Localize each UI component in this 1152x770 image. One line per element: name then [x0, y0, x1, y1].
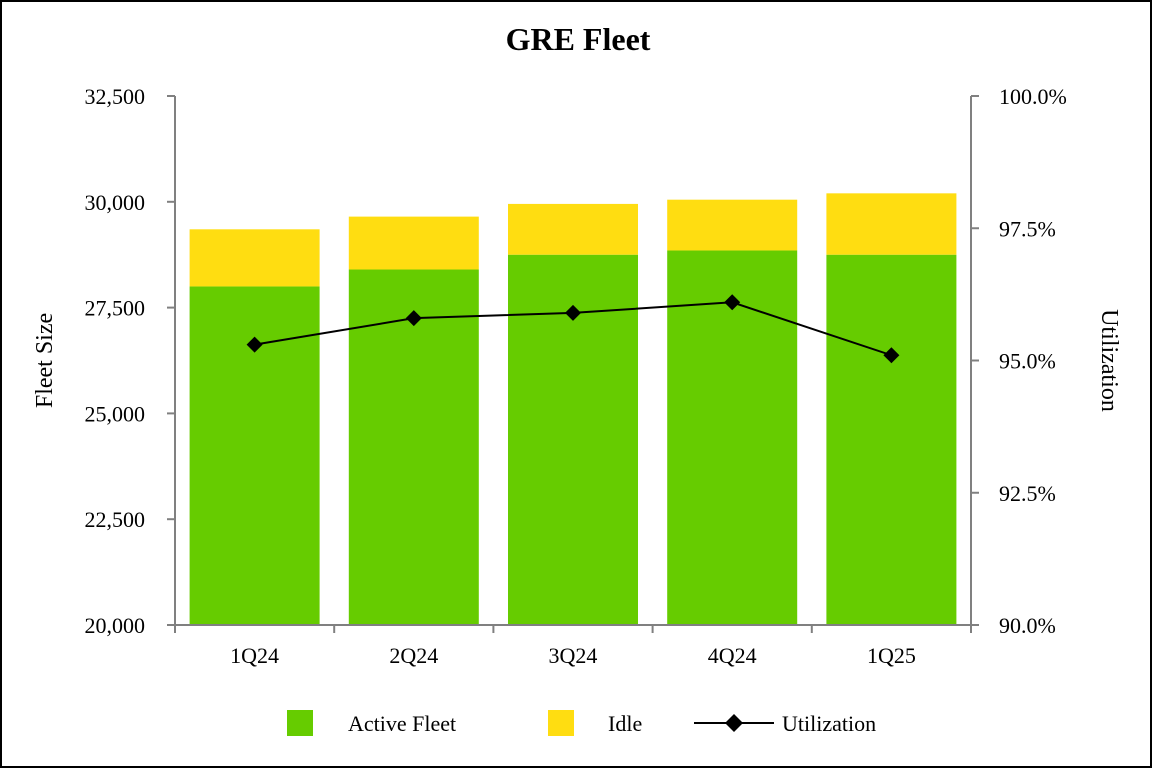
y-right-tick-label: 95.0%	[999, 349, 1056, 374]
bar-active-fleet-2q24	[348, 269, 479, 625]
x-tick-label: 4Q24	[708, 643, 757, 668]
legend-swatch-idle	[548, 710, 574, 736]
legend-label-utilization: Utilization	[782, 711, 876, 736]
y-left-tick-label: 27,500	[85, 296, 146, 321]
utilization-point-4q24	[724, 294, 741, 311]
y-right-tick-label: 90.0%	[999, 613, 1056, 638]
y-right-tick-label: 100.0%	[999, 84, 1067, 109]
bar-idle-1q25	[826, 193, 957, 255]
y-left-tick-label: 30,000	[85, 190, 146, 215]
y-right-tick-label: 92.5%	[999, 481, 1056, 506]
x-tick-label: 1Q24	[230, 643, 279, 668]
chart-title: GRE Fleet	[506, 21, 651, 57]
bar-active-fleet-1q25	[826, 254, 957, 625]
bar-active-fleet-4q24	[667, 250, 798, 625]
bar-idle-4q24	[667, 199, 798, 251]
y-left-tick-label: 25,000	[85, 401, 146, 426]
legend-swatch-active-fleet	[287, 710, 313, 736]
x-tick-label: 2Q24	[389, 643, 438, 668]
y-left-tick-label: 22,500	[85, 507, 146, 532]
legend-label-idle: Idle	[608, 711, 642, 736]
utilization-point-2q24	[405, 310, 422, 327]
utilization-point-1q25	[883, 347, 900, 364]
y-axis-left-title: Fleet Size	[32, 313, 58, 408]
y-right-tick-label: 97.5%	[999, 216, 1056, 241]
x-tick-label: 1Q25	[867, 643, 916, 668]
y-axis-right-title: Utilization	[1096, 309, 1122, 412]
bar-idle-3q24	[508, 203, 638, 255]
legend-label-active-fleet: Active Fleet	[348, 711, 456, 736]
y-left-tick-label: 32,500	[85, 84, 146, 109]
y-left-tick-label: 20,000	[85, 613, 146, 638]
bar-idle-2q24	[348, 216, 479, 270]
utilization-point-1q24	[246, 336, 263, 353]
x-tick-label: 3Q24	[549, 643, 598, 668]
utilization-point-3q24	[565, 304, 581, 321]
legend-marker-utilization	[725, 714, 743, 732]
bar-idle-1q24	[189, 229, 320, 287]
